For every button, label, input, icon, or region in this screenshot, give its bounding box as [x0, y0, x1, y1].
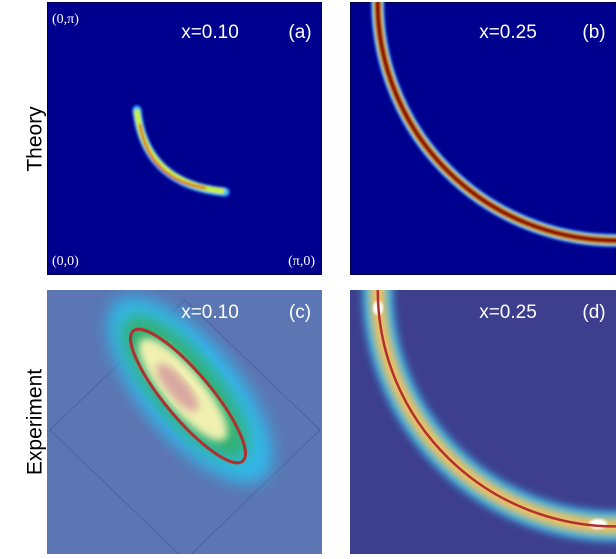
row-label: Experiment [24, 369, 47, 475]
zone-boundary [49, 299, 321, 554]
panel-tag: (c) [289, 302, 311, 323]
corner-label: (π,0) [288, 254, 315, 269]
panel-tag: (d) [582, 302, 605, 323]
panel-c [47, 290, 322, 554]
panel-tag: (a) [288, 22, 311, 43]
panel-bg [47, 2, 322, 275]
doping-label: x=0.25 [479, 302, 537, 323]
doping-label: x=0.10 [181, 22, 239, 43]
doping-label: x=0.10 [181, 302, 239, 323]
doping-label: x=0.25 [479, 22, 537, 43]
panel-a [47, 2, 322, 275]
row-label: Theory [24, 106, 47, 172]
panel-bg [350, 2, 616, 275]
intensity [107, 296, 273, 484]
corner-label: (0,0) [52, 254, 79, 269]
panel-d [350, 290, 616, 554]
fit-line [376, 290, 616, 528]
panel-b [350, 2, 616, 275]
fermi-arc [132, 105, 230, 197]
fermi-surface [371, 2, 616, 247]
fit-ellipse [129, 327, 247, 465]
panel-tag: (b) [582, 22, 605, 43]
corner-label: (0,π) [52, 12, 79, 27]
